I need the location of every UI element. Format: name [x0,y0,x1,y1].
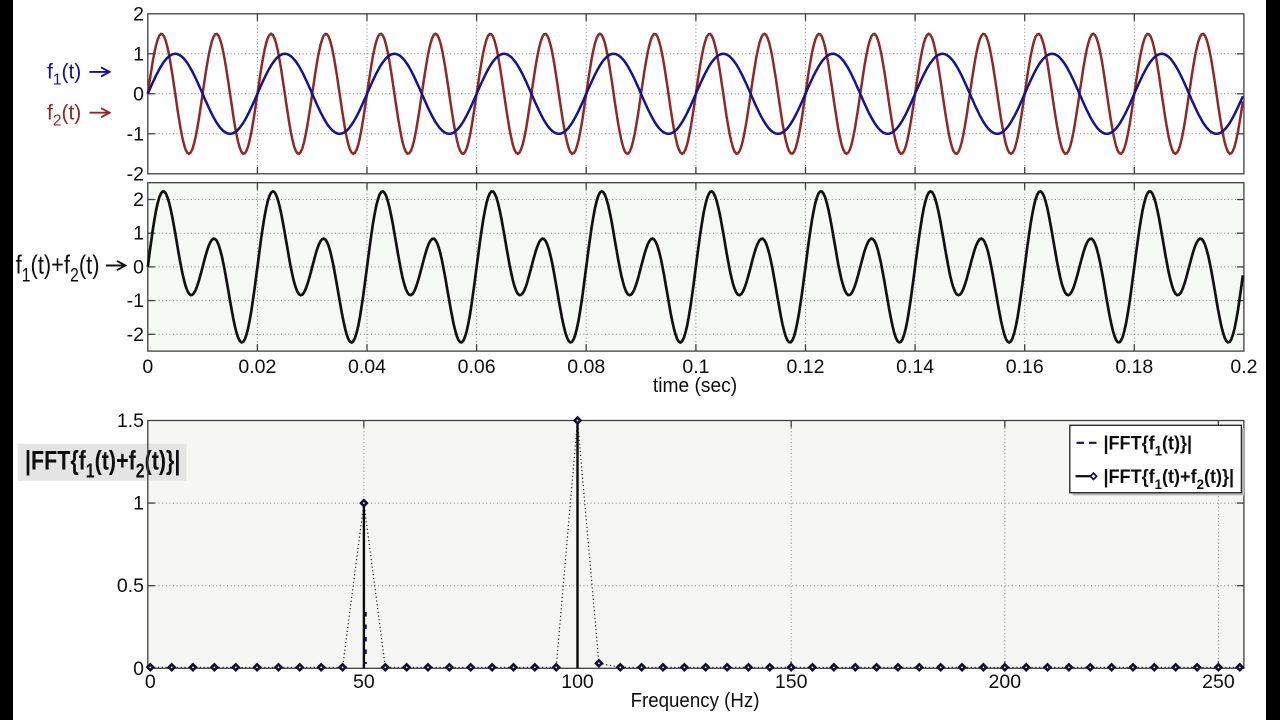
svg-text:0.5: 0.5 [117,575,144,597]
svg-text:0.1: 0.1 [682,356,709,378]
svg-text:2: 2 [133,189,144,211]
svg-text:0.08: 0.08 [567,356,605,378]
svg-text:0.02: 0.02 [238,356,276,378]
svg-text:250: 250 [1202,671,1235,693]
svg-text:|FFT{f1(t)+f2(t)}|: |FFT{f1(t)+f2(t)}| [25,446,180,482]
svg-text:time (sec): time (sec) [653,375,737,397]
svg-text:-1: -1 [127,123,144,145]
svg-text:200: 200 [989,671,1022,693]
svg-text:0: 0 [142,356,153,378]
svg-text:-2: -2 [127,163,144,185]
svg-text:0.16: 0.16 [1006,356,1044,378]
svg-text:150: 150 [775,671,808,693]
svg-text:0.04: 0.04 [348,356,386,378]
svg-text:0: 0 [133,83,144,105]
svg-text:1: 1 [133,43,144,65]
svg-text:2: 2 [133,3,144,25]
svg-text:1: 1 [133,493,144,515]
svg-text:0: 0 [145,671,156,693]
svg-text:0: 0 [133,658,144,680]
svg-text:1: 1 [133,223,144,245]
svg-text:50: 50 [353,671,375,693]
svg-text:0.18: 0.18 [1115,356,1153,378]
svg-text:0.06: 0.06 [458,356,496,378]
svg-text:-2: -2 [127,324,144,346]
svg-text:0: 0 [133,256,144,278]
svg-text:0.12: 0.12 [787,356,825,378]
svg-text:1.5: 1.5 [117,410,144,432]
svg-text:0.2: 0.2 [1230,356,1257,378]
svg-text:0.14: 0.14 [896,356,934,378]
svg-text:100: 100 [561,671,594,693]
svg-text:-1: -1 [127,290,144,312]
svg-text:Frequency (Hz): Frequency (Hz) [631,689,760,712]
